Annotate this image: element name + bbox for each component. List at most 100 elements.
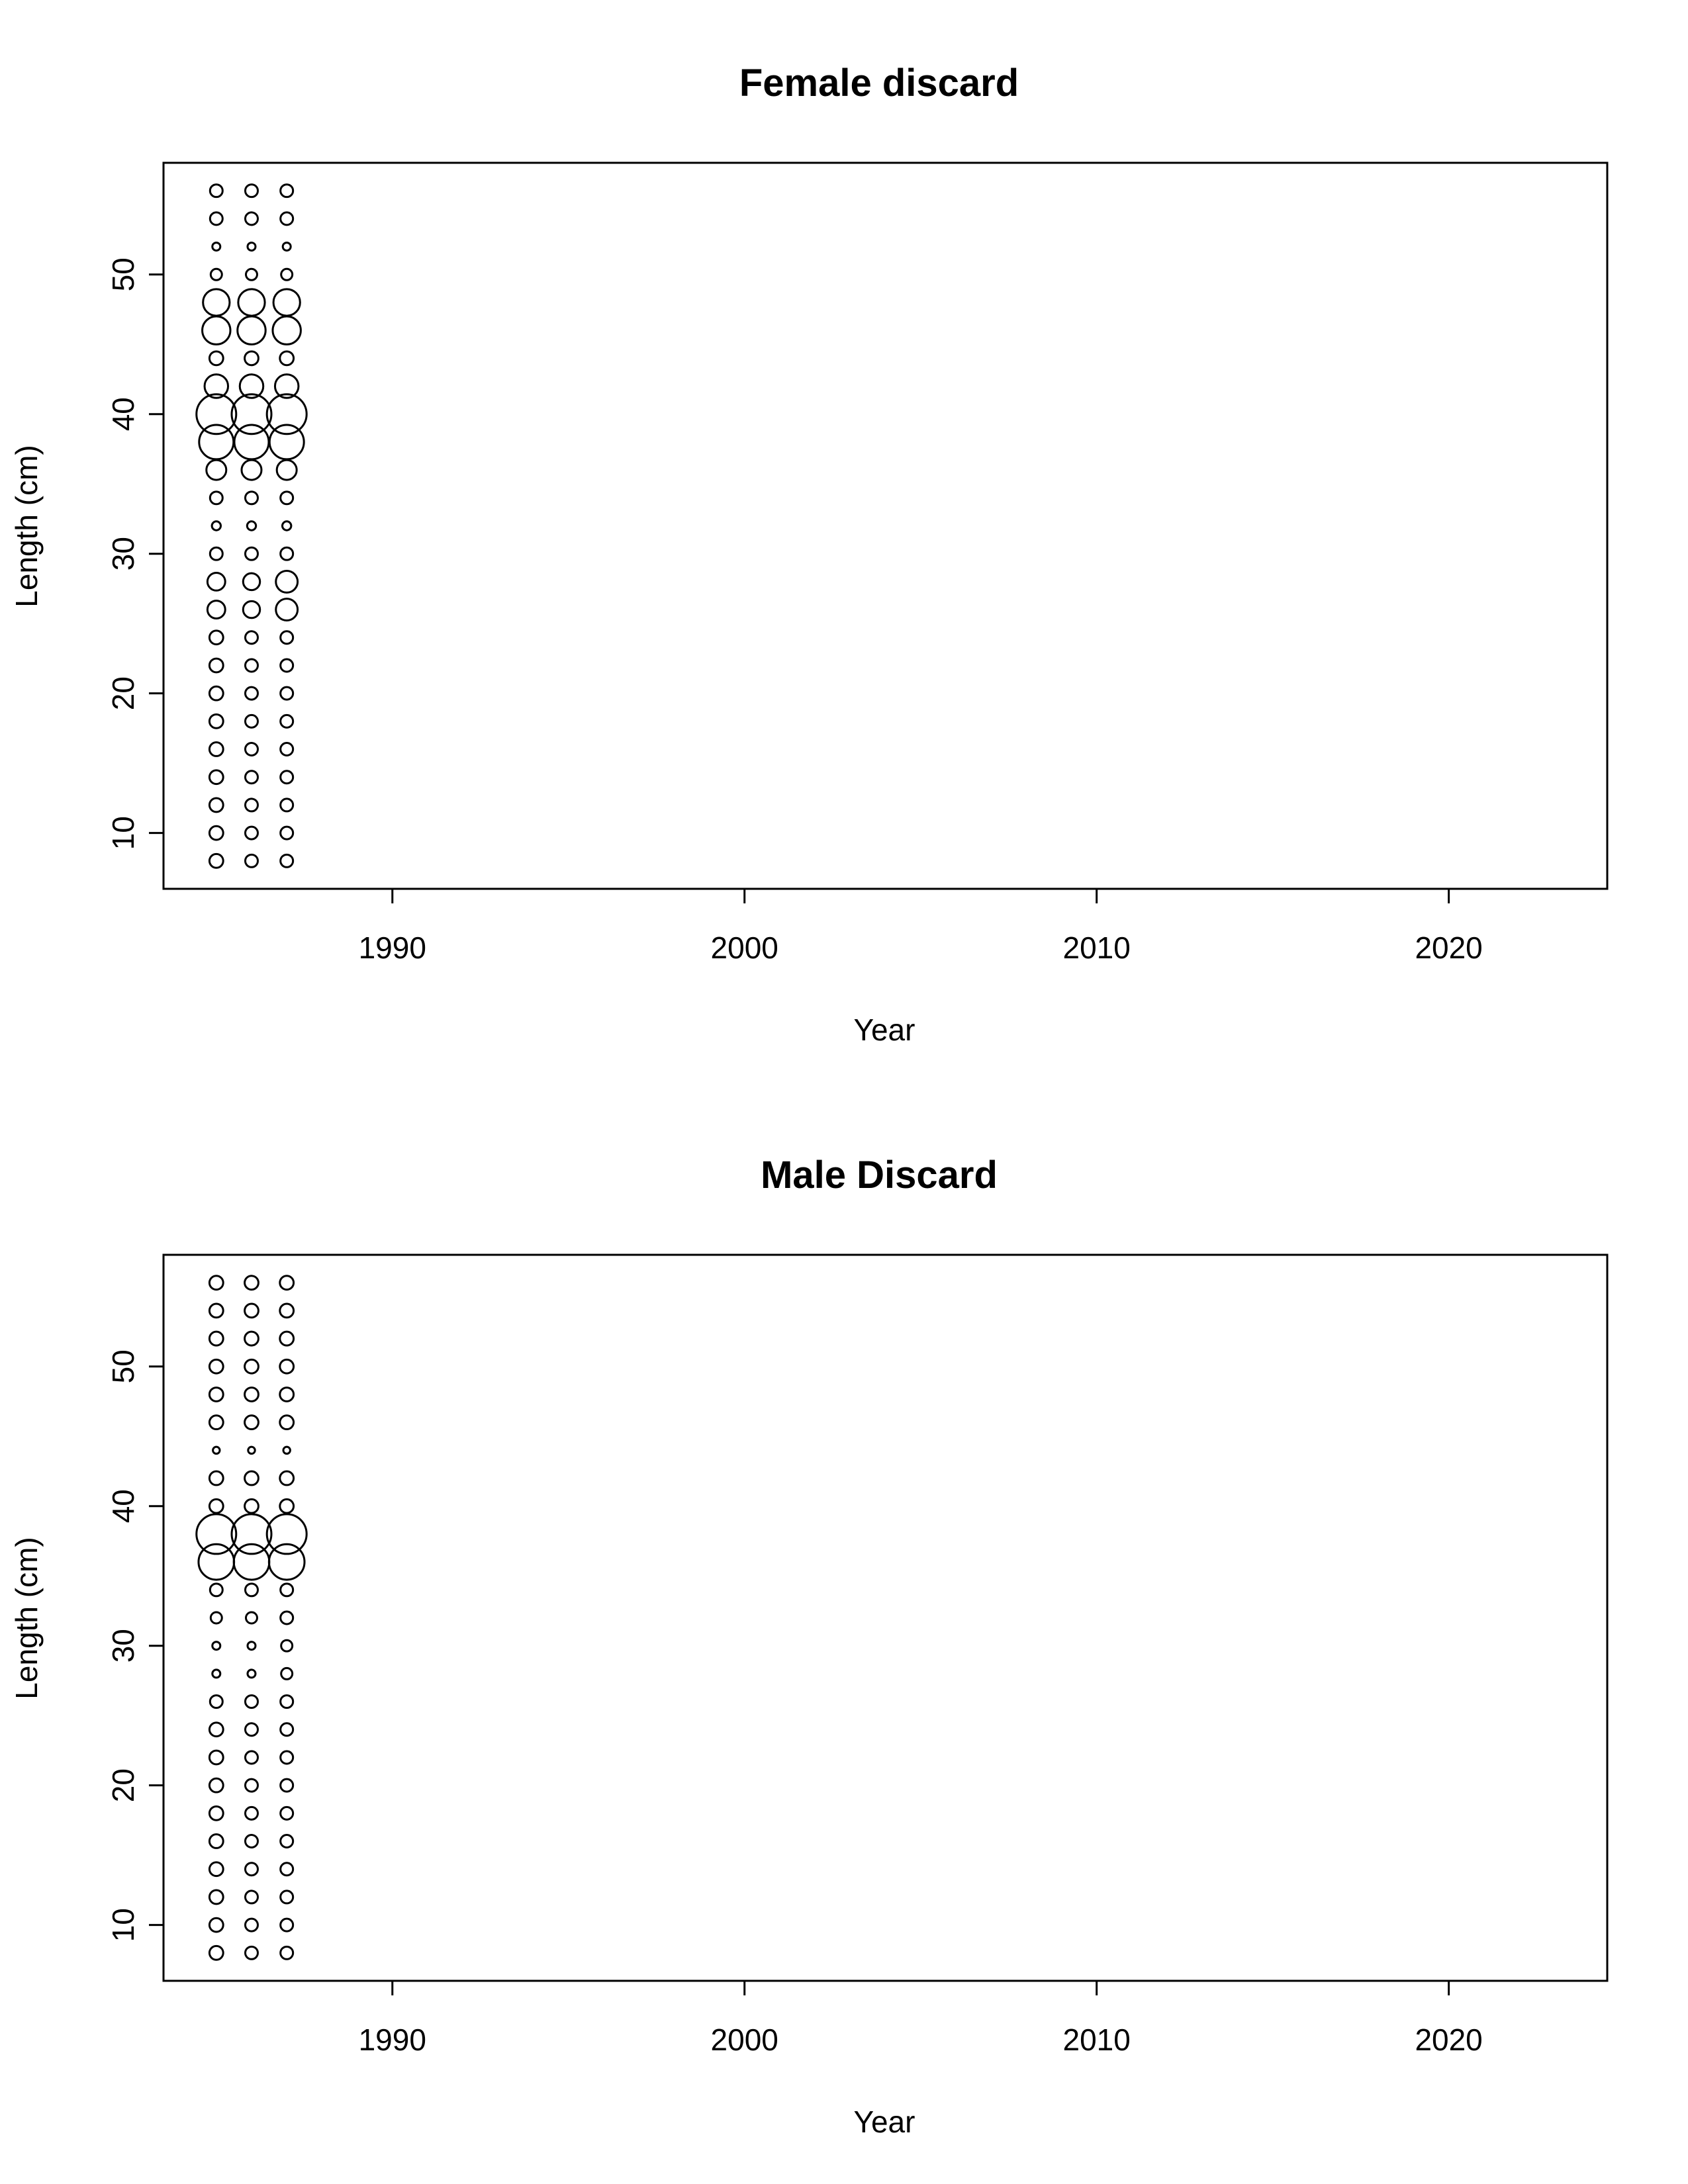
data-bubble [208, 1414, 224, 1431]
data-bubble [244, 1722, 259, 1737]
data-bubble [279, 1358, 295, 1375]
data-bubble [279, 1582, 295, 1598]
data-bubble [244, 1917, 259, 1933]
data-bubble [244, 1805, 259, 1821]
data-bubble [244, 211, 259, 226]
data-bubble [280, 267, 294, 281]
data-bubble [208, 825, 224, 841]
plot-frame [162, 161, 1609, 890]
data-bubble [244, 183, 259, 199]
y-tick-label: 50 [106, 1349, 140, 1383]
data-bubble [209, 1611, 223, 1625]
data-bubble [208, 1917, 224, 1933]
y-tick-label: 50 [106, 257, 140, 291]
data-bubble [244, 630, 259, 645]
x-tick-label: 1990 [359, 931, 426, 965]
data-bubble [279, 1862, 295, 1877]
data-bubble [211, 242, 222, 252]
data-bubble [279, 1834, 295, 1849]
x-tick-label: 2010 [1062, 2023, 1130, 2057]
data-bubble [282, 1445, 291, 1455]
data-bubble [244, 1694, 259, 1709]
panel-male-discard: Male Discard 1990 2000 2010 20201020304050 … [9, 1154, 1609, 2139]
data-bubble [205, 459, 228, 481]
x-tick-label: 2000 [711, 2023, 778, 2057]
data-bubble [244, 797, 259, 813]
data-bubble [208, 1889, 224, 1905]
data-bubble [244, 1778, 259, 1793]
data-bubble [244, 1862, 259, 1877]
data-bubble [267, 1543, 306, 1581]
data-bubble [273, 373, 300, 399]
data-bubble [244, 1834, 259, 1849]
data-bubble [211, 1641, 222, 1651]
y-tick-label: 10 [106, 1908, 140, 1942]
data-bubble [279, 1610, 295, 1625]
data-bubble [208, 797, 224, 813]
data-bubble [272, 288, 301, 317]
data-bubble [209, 211, 224, 226]
data-bubble [244, 1330, 259, 1347]
data-bubble [208, 1275, 224, 1291]
data-bubble [208, 1470, 224, 1486]
data-bubble [280, 1639, 294, 1653]
data-bubble [279, 183, 295, 199]
y-tick-label: 10 [106, 816, 140, 850]
data-bubble [206, 571, 226, 592]
data-bubble [246, 1668, 257, 1679]
data-bubble [244, 1498, 259, 1514]
data-bubble [279, 686, 295, 701]
data-bubble [208, 1498, 224, 1514]
y-axis-label: Length (cm) [9, 445, 44, 607]
x-axis-label: Year [854, 1013, 915, 1047]
data-bubble [279, 630, 295, 645]
data-bubble [208, 713, 224, 729]
data-bubble [212, 1445, 221, 1455]
data-bubble [281, 520, 293, 531]
data-bubble [244, 1470, 259, 1486]
data-bubble [279, 1330, 295, 1347]
x-axis-label: Year [854, 2105, 915, 2139]
data-bubble [246, 1641, 257, 1651]
data-bubble [203, 373, 230, 399]
data-bubble [279, 1945, 295, 1960]
data-bubble [244, 658, 259, 673]
data-bubble [279, 1694, 295, 1709]
data-bubble [209, 1694, 224, 1709]
data-bubble [244, 1889, 259, 1905]
y-tick-label: 40 [106, 1489, 140, 1523]
x-tick-label: 1990 [359, 2023, 426, 2057]
data-bubble [208, 852, 224, 869]
data-bubble [208, 1302, 224, 1319]
data-bubble [244, 1582, 259, 1598]
data-bubble [195, 1513, 238, 1555]
data-bubble [279, 1302, 295, 1319]
data-bubble [236, 315, 267, 345]
data-bubble [275, 598, 299, 622]
y-tick-label: 30 [106, 537, 140, 570]
data-bubble [244, 1275, 259, 1291]
data-bubble [244, 853, 259, 868]
data-bubble [209, 183, 224, 199]
data-bubble [279, 742, 295, 757]
data-bubble [279, 797, 295, 813]
data-bubble [279, 1275, 295, 1291]
y-tick-label: 20 [106, 1768, 140, 1802]
data-bubble [209, 267, 223, 281]
data-bubble [279, 1722, 295, 1737]
data-bubble [247, 1445, 256, 1455]
data-bubble [230, 1513, 273, 1555]
data-bubble [268, 424, 305, 461]
data-bubble [279, 1498, 295, 1514]
data-bubble [208, 657, 224, 674]
data-bubble [202, 288, 231, 317]
data-bubble [242, 572, 261, 592]
bubbles [195, 1275, 308, 1961]
data-bubble [244, 1750, 259, 1765]
data-bubble [279, 853, 295, 868]
data-bubble [208, 1777, 224, 1794]
data-bubble [230, 393, 273, 435]
data-bubble [279, 350, 295, 367]
x-tick-label: 2020 [1415, 931, 1482, 965]
panel-female-discard: Female discard 1990 2000 2010 2020 10 20 30 40 5… [9, 62, 1609, 1047]
